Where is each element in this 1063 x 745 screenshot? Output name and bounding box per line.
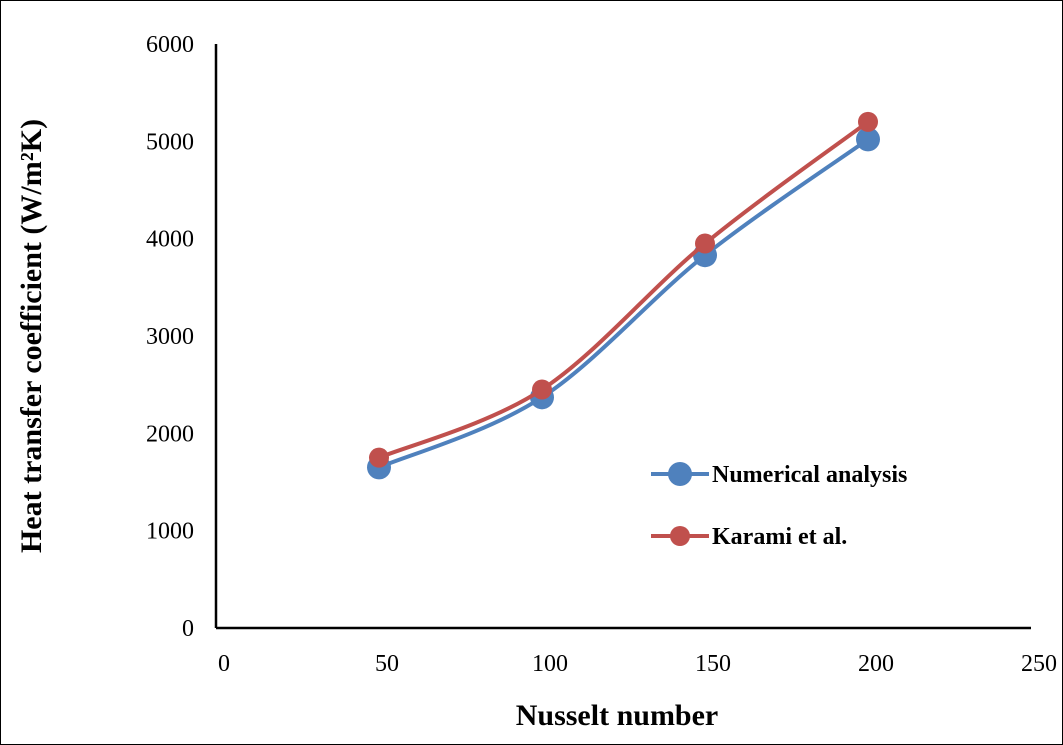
data-point (369, 447, 389, 468)
legend-label: Numerical analysis (712, 462, 907, 488)
data-point (532, 379, 552, 400)
data-point (856, 127, 880, 152)
x-tick-label: 200 (858, 651, 894, 677)
series-line (378, 137, 870, 470)
x-tick-label: 150 (695, 651, 731, 677)
data-point (858, 111, 878, 132)
x-tick-label: 100 (532, 651, 568, 677)
x-tick-label: 250 (1021, 651, 1057, 677)
series-1 (367, 127, 880, 480)
y-tick-label: 3000 (146, 324, 194, 350)
legend-label: Karami et al. (712, 524, 847, 550)
legend-swatch-marker (668, 462, 692, 486)
y-axis-ticks: 0 1000 2000 3000 4000 5000 6000 (146, 32, 194, 642)
y-tick-label: 2000 (146, 421, 194, 447)
y-tick-label: 1000 (146, 519, 194, 545)
x-axis-ticks: 0 50 100 150 200 250 (218, 651, 1057, 677)
legend-swatch-marker (670, 526, 690, 546)
y-tick-label: 6000 (146, 32, 194, 58)
series-2 (369, 111, 878, 468)
series-layer (367, 111, 880, 480)
x-axis-title: Nusselt number (516, 699, 719, 732)
y-tick-label: 5000 (146, 129, 194, 155)
y-axis-title: Heat transfer coefficient (W/m²K) (15, 119, 48, 553)
x-tick-label: 0 (218, 651, 230, 677)
legend-item: Numerical analysis (651, 462, 907, 488)
x-tick-label: 50 (375, 651, 399, 677)
series-line (378, 120, 870, 460)
data-point (695, 233, 715, 254)
y-tick-label: 0 (182, 616, 194, 642)
legend: Numerical analysis Karami et al. (651, 462, 907, 550)
y-tick-label: 4000 (146, 227, 194, 253)
legend-item: Karami et al. (651, 524, 847, 550)
